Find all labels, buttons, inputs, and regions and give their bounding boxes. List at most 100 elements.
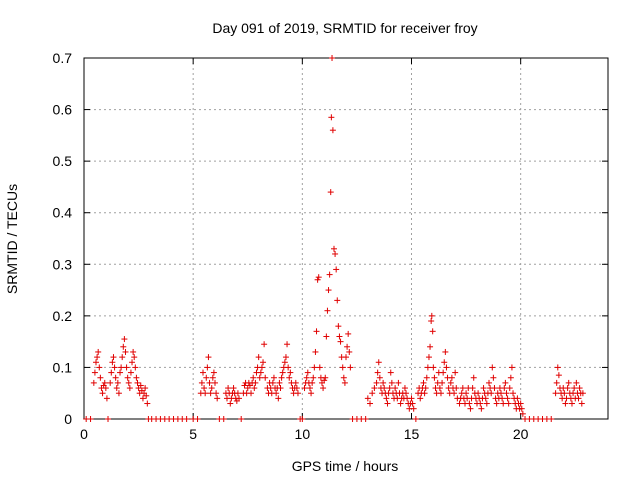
data-point [514, 395, 521, 402]
data-point [327, 189, 334, 196]
data-point [330, 245, 337, 252]
data-point [386, 385, 393, 392]
data-point [475, 390, 482, 397]
data-point [137, 382, 144, 389]
data-point [199, 369, 206, 376]
data-point [493, 400, 500, 407]
data-point [212, 379, 218, 386]
y-tick-label: 0.6 [53, 102, 73, 118]
data-point [251, 385, 258, 392]
data-point [260, 359, 267, 366]
data-point [453, 385, 460, 392]
data-point [250, 374, 257, 381]
data-point [321, 377, 328, 384]
data-point [122, 348, 129, 355]
data-point [397, 400, 404, 407]
data-point [439, 379, 446, 386]
data-point [202, 390, 209, 397]
data-point [573, 379, 580, 386]
data-point [388, 379, 395, 386]
data-point [478, 405, 485, 412]
data-point [234, 390, 241, 397]
data-point [292, 379, 299, 386]
data-point [314, 276, 321, 283]
data-point [421, 390, 428, 397]
data-point [276, 379, 283, 386]
data-point [113, 385, 120, 392]
data-point [124, 374, 131, 381]
data-point [347, 364, 354, 371]
data-point [208, 385, 215, 392]
data-point [303, 374, 310, 381]
data-point [336, 333, 343, 340]
x-tick-label: 10 [295, 426, 311, 442]
data-point [412, 416, 419, 422]
data-point [437, 390, 444, 397]
data-point [316, 364, 323, 371]
data-point [281, 359, 288, 366]
data-point [469, 385, 476, 392]
data-point [282, 354, 289, 361]
data-point [108, 369, 115, 376]
grid-lines [84, 58, 608, 419]
y-tick-label: 0.5 [53, 153, 73, 169]
data-point [262, 374, 269, 381]
data-point [344, 343, 351, 350]
data-point [383, 395, 390, 402]
data-point [517, 400, 524, 407]
data-point [403, 390, 410, 397]
data-point [310, 374, 317, 381]
data-point [207, 390, 214, 397]
data-point [299, 416, 306, 422]
data-point [125, 379, 132, 386]
data-point [510, 390, 517, 397]
data-point [401, 385, 408, 392]
data-point [441, 359, 448, 366]
data-point [429, 328, 436, 335]
data-point [286, 374, 293, 381]
data-point [110, 354, 117, 361]
data-point [277, 385, 284, 392]
data-point [95, 348, 102, 355]
data-point [258, 364, 265, 371]
data-point [183, 416, 190, 422]
data-point [91, 369, 98, 376]
x-axis-label: GPS time / hours [292, 458, 399, 474]
data-point [204, 364, 211, 371]
data-point [420, 379, 427, 386]
data-point [205, 354, 212, 361]
data-point [417, 395, 424, 402]
data-point [565, 379, 572, 386]
data-point [293, 385, 300, 392]
data-point [380, 379, 387, 386]
data-point [315, 274, 322, 281]
data-point [278, 374, 285, 381]
data-point [209, 374, 216, 381]
data-point [425, 354, 432, 361]
data-point [480, 385, 487, 392]
data-point [144, 400, 151, 407]
data-point [143, 392, 150, 399]
data-point [423, 374, 430, 381]
data-point [93, 359, 100, 366]
data-point [555, 372, 562, 379]
data-point [312, 348, 319, 355]
data-point [320, 385, 327, 392]
data-point [576, 385, 583, 392]
data-point [346, 348, 353, 355]
data-point [362, 416, 369, 422]
data-point [381, 385, 388, 392]
data-point [103, 395, 110, 402]
data-point [506, 385, 513, 392]
data-point [332, 250, 339, 257]
data-point [107, 379, 114, 386]
data-point [466, 400, 473, 407]
data-point [467, 405, 474, 412]
data-point [111, 364, 118, 371]
data-point [335, 323, 342, 330]
data-point [238, 416, 245, 422]
data-point [579, 390, 586, 397]
y-tick-label: 0.3 [53, 256, 73, 272]
data-point [270, 374, 277, 381]
data-point [562, 400, 569, 407]
